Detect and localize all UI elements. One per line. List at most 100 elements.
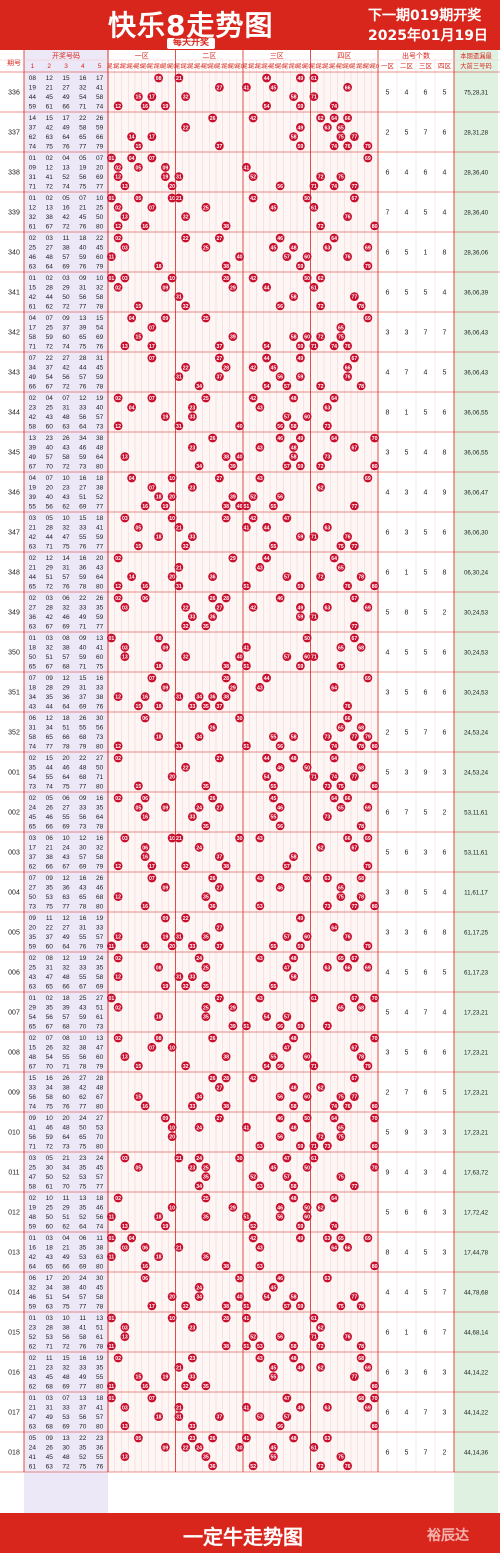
drawn-number-ball — [181, 652, 191, 661]
drawn-number-ball-label: 09 — [162, 1445, 168, 1451]
drawn-number-ball-label: 12 — [115, 975, 121, 981]
drawn-number-ball-label: 59 — [297, 664, 303, 670]
drawn-number-ball-label: 61 — [311, 205, 317, 211]
draw-number: 21 — [46, 845, 54, 852]
draw-number: 05 — [79, 155, 87, 162]
drawn-number-ball-label: 20 — [169, 775, 175, 781]
drawn-number-ball-label: 58 — [291, 335, 297, 341]
zone-count-value: 5 — [424, 410, 428, 417]
drawn-number-ball-label: 04 — [129, 156, 135, 162]
draw-number: 25 — [29, 965, 37, 972]
draw-number: 69 — [62, 264, 70, 271]
draw-number: 02 — [46, 155, 54, 162]
zone-count-value: 3 — [386, 930, 390, 937]
draw-number: 49 — [62, 934, 70, 941]
draw-number: 48 — [62, 1374, 70, 1381]
period-number: 004 — [8, 890, 20, 897]
draw-number: 72 — [46, 344, 54, 351]
drawn-number-ball — [147, 322, 157, 332]
draw-number: 77 — [79, 1384, 87, 1391]
drawn-number-ball — [248, 362, 258, 372]
draw-number: 01 — [29, 635, 37, 642]
drawn-number-ball-label: 77 — [351, 904, 357, 910]
drawn-number-ball-label: 12 — [115, 175, 121, 181]
drawn-number-ball — [113, 793, 123, 803]
zone-count-value: 6 — [424, 1330, 428, 1337]
draw-number: 69 — [79, 704, 87, 711]
drawn-number-ball — [309, 202, 319, 212]
drawn-number-ball — [194, 461, 204, 471]
draw-number: 48 — [29, 1054, 37, 1061]
draw-number: 19 — [29, 85, 37, 92]
drawn-number-ball-label: 07 — [149, 1045, 155, 1051]
draw-number: 67 — [62, 864, 70, 871]
draw-number: 62 — [46, 304, 54, 311]
draw-number: 28 — [96, 1075, 104, 1082]
drawn-number-ball — [343, 932, 353, 941]
draw-number: 68 — [62, 664, 70, 671]
zone-count-value: 7 — [405, 370, 409, 377]
drawn-number-ball-label: 58 — [291, 1104, 297, 1110]
drawn-number-ball-label: 80 — [372, 1424, 378, 1430]
drawn-number-ball — [181, 602, 191, 612]
drawn-number-ball — [295, 341, 305, 351]
drawn-number-ball-label: 12 — [115, 864, 121, 870]
drawn-number-ball-label: 75 — [338, 135, 344, 141]
drawn-number-ball — [262, 753, 272, 763]
drawn-number-ball-label: 62 — [318, 276, 324, 282]
draw-number: 79 — [96, 864, 104, 871]
draw-number: 02 — [29, 1035, 37, 1042]
draw-number: 75 — [46, 144, 54, 151]
draw-number: 32 — [29, 214, 37, 221]
draw-number: 77 — [79, 144, 87, 151]
drawn-number-ball-label: 44 — [264, 76, 270, 82]
drawn-number-ball — [214, 802, 224, 812]
drawn-number-ball-label: 11 — [109, 1255, 115, 1261]
drawn-number-ball-label: 38 — [223, 695, 229, 701]
drawn-number-ball-label: 75 — [338, 1175, 344, 1181]
drawn-number-ball — [154, 962, 164, 972]
drawn-number-ball-label: 15 — [135, 304, 141, 310]
drawn-number-ball-label: 74 — [331, 344, 337, 350]
drawn-number-ball-label: 13 — [122, 1455, 128, 1461]
drawn-number-ball — [214, 372, 224, 381]
drawn-number-ball-label: 65 — [338, 885, 344, 891]
draw-number: 70 — [46, 464, 54, 471]
drawn-number-ball-label: 01 — [108, 156, 114, 162]
drawn-number-ball — [147, 861, 157, 871]
draw-number: 07 — [46, 475, 54, 482]
drawn-number-ball-label: 21 — [176, 1365, 182, 1371]
drawn-number-ball — [329, 772, 339, 781]
drawn-number-ball-label: 49 — [297, 125, 303, 131]
draw-number: 53 — [46, 894, 54, 901]
drawn-number-ball-label: 17 — [149, 95, 155, 101]
draw-number: 43 — [46, 1254, 54, 1261]
draw-number: 57 — [96, 1414, 104, 1421]
drawn-number-ball-label: 48 — [291, 1436, 297, 1442]
zone-count-value: 6 — [386, 530, 390, 537]
drawn-number-ball-label: 74 — [331, 775, 337, 781]
drawn-number-ball — [370, 461, 380, 471]
draw-number: 22 — [79, 755, 87, 762]
drawn-number-ball-label: 63 — [324, 876, 330, 882]
draw-number: 47 — [29, 1174, 37, 1181]
drawn-number-ball-label: 60 — [304, 1055, 310, 1061]
drawn-number-ball-label: 22 — [183, 765, 189, 771]
drawn-number-ball-label: 63 — [324, 245, 330, 251]
draw-number: 31 — [79, 285, 87, 292]
draw-number: 63 — [62, 424, 70, 431]
draw-number: 07 — [79, 195, 87, 202]
drawn-number-ball — [349, 501, 359, 511]
forecast-value: 44,14,36 — [464, 1450, 489, 1457]
drawn-number-ball-label: 48 — [291, 245, 297, 251]
drawn-number-ball — [363, 833, 373, 843]
drawn-number-ball — [235, 421, 245, 431]
draw-number: 01 — [29, 1315, 37, 1322]
drawn-number-ball — [113, 393, 123, 403]
tail-col-header: 尾9 — [228, 63, 237, 70]
drawn-number-ball — [187, 612, 197, 621]
drawn-number-ball-label: 41 — [243, 85, 249, 91]
draw-number: 15 — [96, 315, 104, 322]
